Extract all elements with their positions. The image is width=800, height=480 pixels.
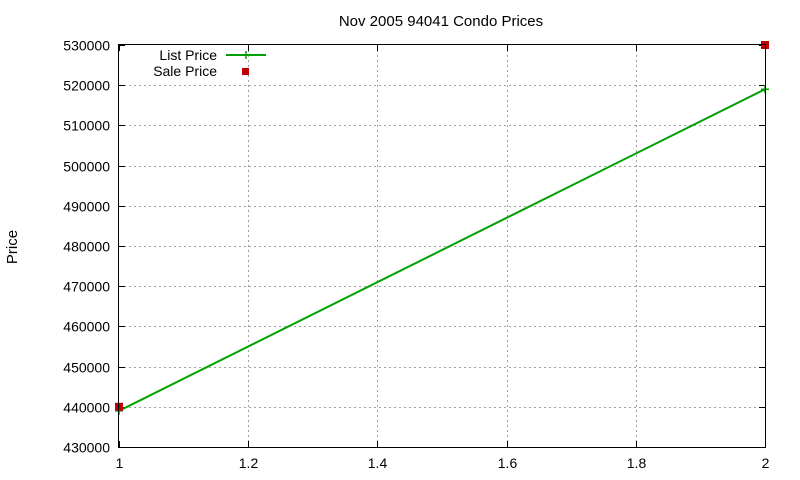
x-tick-label: 1.6 (498, 455, 518, 471)
y-tick-label: 460000 (63, 319, 110, 335)
y-tick-label: 530000 (63, 38, 110, 54)
x-tick-label: 1.8 (627, 455, 647, 471)
x-tick-label: 1 (116, 455, 124, 471)
x-tick-label: 1.4 (368, 455, 388, 471)
y-tick-label: 470000 (63, 279, 110, 295)
y-tick-label: 430000 (63, 440, 110, 456)
legend-swatch-list-price (226, 51, 266, 59)
chart-title: Nov 2005 94041 Condo Prices (339, 13, 543, 30)
legend-label: List Price (159, 47, 217, 63)
y-tick-label: 500000 (63, 159, 110, 175)
y-tick-label: 480000 (63, 239, 110, 255)
y-tick-label: 440000 (63, 400, 110, 416)
y-tick-label: 450000 (63, 360, 110, 376)
legend-swatch-sale-price (242, 68, 249, 75)
y-tick-label: 490000 (63, 199, 110, 215)
plot-frame (118, 44, 766, 448)
legend-label: Sale Price (153, 63, 217, 79)
axis-ticks: 1 1.2 1.4 1.6 1.8 2 430000 440000 450000 460000 47… (63, 38, 769, 472)
grid (119, 45, 765, 447)
y-axis-label: Price (4, 230, 21, 264)
series-layer (115, 41, 769, 415)
y-tick-label: 510000 (63, 118, 110, 134)
x-tick-label: 2 (762, 455, 770, 471)
y-tick-label: 520000 (63, 78, 110, 94)
series-line-list-price (118, 88, 766, 412)
x-tick-label: 1.2 (239, 455, 259, 471)
